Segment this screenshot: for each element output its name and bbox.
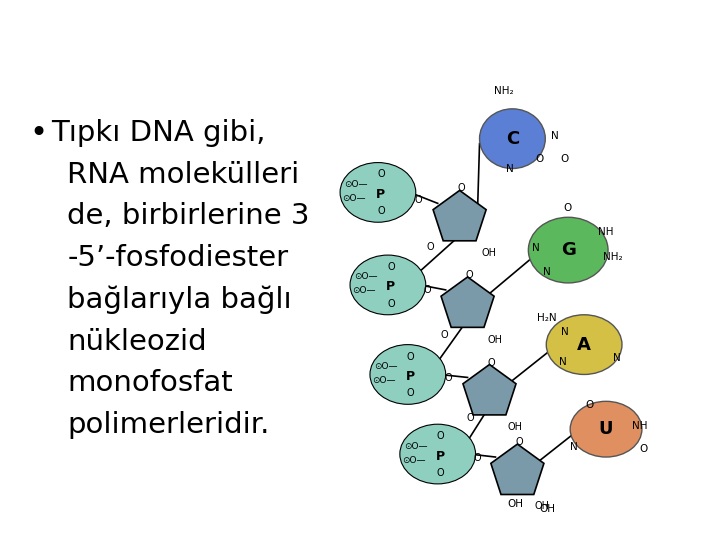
Text: N: N (533, 243, 540, 253)
Text: N: N (552, 131, 559, 141)
Text: polimerleridir.: polimerleridir. (67, 411, 269, 439)
Polygon shape (433, 191, 486, 241)
Text: N: N (559, 356, 567, 367)
Text: O: O (516, 437, 523, 447)
Text: RNA molekülleri: RNA molekülleri (67, 160, 300, 188)
Ellipse shape (340, 163, 415, 222)
Text: P: P (387, 280, 395, 293)
Text: O: O (474, 453, 482, 463)
Text: de, birbirlerine 3: de, birbirlerine 3 (67, 202, 310, 231)
Text: ⊙O—: ⊙O— (352, 286, 376, 295)
Text: O: O (424, 285, 431, 295)
Text: H₂N: H₂N (537, 313, 557, 323)
Text: nükleozid: nükleozid (67, 328, 207, 356)
Text: NH: NH (632, 421, 648, 431)
Text: P: P (436, 449, 445, 463)
Text: N: N (570, 442, 578, 452)
Text: O: O (487, 357, 495, 368)
Text: O: O (387, 299, 395, 309)
Text: O: O (458, 184, 465, 193)
Text: OH: OH (488, 335, 503, 345)
Text: ⊙O—: ⊙O— (374, 362, 397, 371)
Text: O: O (407, 388, 415, 399)
Text: N: N (562, 327, 569, 336)
Text: O: O (377, 170, 384, 179)
Text: O: O (466, 270, 473, 280)
Text: NH₂: NH₂ (494, 86, 513, 96)
Text: A: A (577, 336, 591, 354)
Text: O: O (427, 241, 435, 252)
Text: O: O (377, 206, 384, 217)
Ellipse shape (570, 401, 642, 457)
Polygon shape (491, 444, 544, 495)
Text: O: O (441, 329, 449, 340)
Text: OH: OH (535, 501, 550, 511)
Text: O: O (467, 413, 474, 423)
Text: OH: OH (508, 499, 523, 509)
Text: N: N (544, 267, 551, 277)
Text: N: N (505, 164, 513, 173)
Ellipse shape (480, 109, 545, 168)
Text: OH: OH (482, 248, 497, 258)
Text: O: O (445, 374, 452, 383)
Text: O: O (407, 352, 415, 362)
Text: ⊙O—: ⊙O— (404, 442, 428, 450)
Text: -5’-fosfodiester: -5’-fosfodiester (67, 244, 288, 272)
Text: NH₂: NH₂ (603, 252, 623, 262)
Text: Tıpkı DNA gibi,: Tıpkı DNA gibi, (51, 119, 266, 147)
Text: O: O (640, 444, 648, 454)
Ellipse shape (350, 255, 426, 315)
Text: ⊙O—: ⊙O— (402, 456, 426, 464)
Ellipse shape (400, 424, 475, 484)
Text: ⊙O—: ⊙O— (344, 180, 368, 189)
Text: O: O (563, 204, 572, 213)
Text: NH: NH (598, 227, 613, 237)
Text: O: O (387, 262, 395, 272)
Polygon shape (441, 277, 494, 327)
Text: OH: OH (508, 422, 523, 432)
Text: P: P (377, 188, 385, 201)
Ellipse shape (546, 315, 622, 374)
Text: O: O (535, 153, 544, 164)
Text: ⊙O—: ⊙O— (342, 194, 366, 203)
Text: U: U (599, 420, 613, 438)
Text: O: O (560, 153, 568, 164)
Text: O: O (585, 400, 593, 410)
Ellipse shape (370, 345, 446, 404)
Text: G: G (561, 241, 575, 259)
Text: ⊙O—: ⊙O— (354, 273, 378, 281)
Text: C: C (505, 130, 519, 147)
Text: O: O (437, 468, 444, 478)
Polygon shape (463, 364, 516, 415)
Ellipse shape (528, 217, 608, 283)
Text: O: O (437, 431, 444, 441)
Text: OH: OH (539, 504, 555, 514)
Text: P: P (406, 370, 415, 383)
Text: O: O (415, 195, 423, 205)
Text: N: N (613, 353, 621, 362)
Text: ⊙O—: ⊙O— (372, 376, 396, 385)
Text: bağlarıyla bağlı: bağlarıyla bağlı (67, 286, 292, 314)
Text: monofosfat: monofosfat (67, 369, 233, 397)
Text: •: • (30, 119, 48, 148)
